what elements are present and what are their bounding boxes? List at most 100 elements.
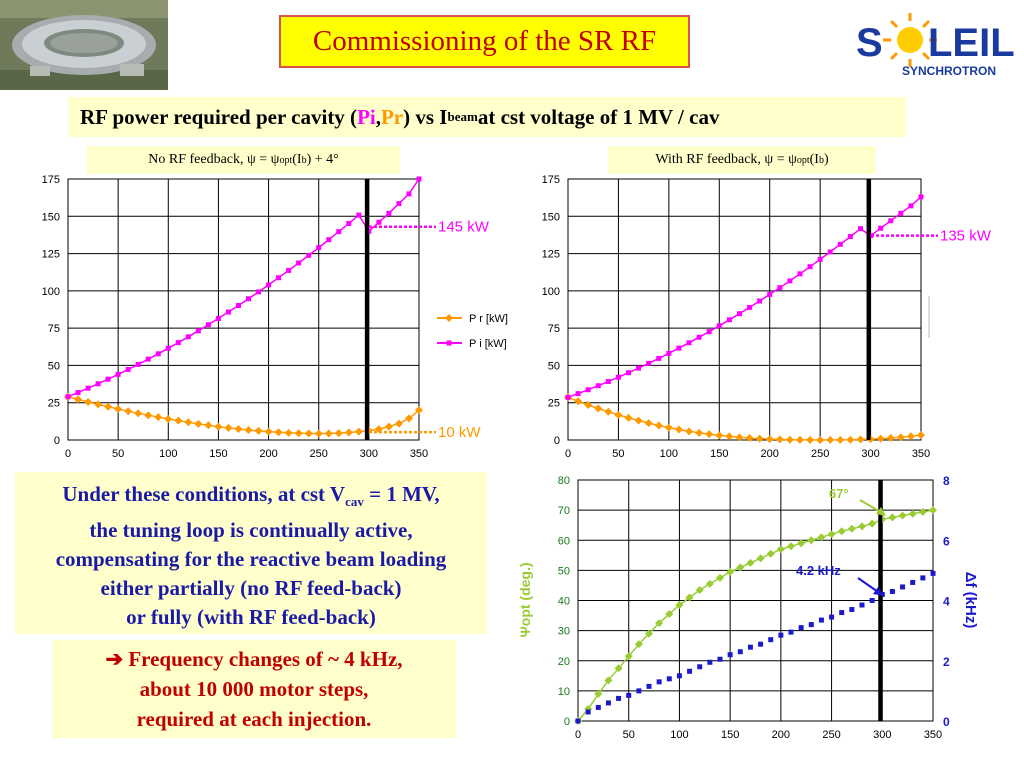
data-point xyxy=(314,429,323,438)
data-point xyxy=(204,421,213,430)
arrow-icon: ➔ xyxy=(105,647,124,671)
data-point xyxy=(125,366,131,372)
data-point xyxy=(616,695,622,701)
annotation-arrowhead xyxy=(873,587,884,596)
data-point xyxy=(837,527,846,536)
data-point xyxy=(286,267,292,273)
data-point xyxy=(716,573,724,582)
data-point xyxy=(816,436,825,444)
data-point xyxy=(836,435,845,444)
data-point xyxy=(334,429,343,438)
caption-text: No RF feedback, ψ = ψ xyxy=(148,152,280,167)
x-tick-label: 300 xyxy=(360,448,378,460)
data-point xyxy=(75,390,81,396)
data-point xyxy=(304,429,313,438)
data-point xyxy=(846,435,855,444)
note-text: compensating for the reactive beam loadi… xyxy=(55,547,447,572)
note-tuning-loop: Under these conditions, at cst Vcav = 1 … xyxy=(15,472,487,634)
data-point xyxy=(95,381,101,387)
y2-tick-label: 4 xyxy=(943,595,950,609)
data-point xyxy=(898,511,907,520)
x-tick-label: 200 xyxy=(772,729,790,741)
caption-sub: opt xyxy=(796,154,810,166)
note-text: Frequency changes of ~ 4 kHz, xyxy=(123,647,403,671)
y-tick-label: 50 xyxy=(48,360,60,372)
data-point xyxy=(666,350,672,356)
data-point xyxy=(746,558,755,567)
data-point xyxy=(788,629,794,635)
x-tick-label: 0 xyxy=(575,729,581,741)
divider xyxy=(928,296,930,338)
data-point xyxy=(575,391,581,397)
x-tick-label: 100 xyxy=(159,448,177,460)
data-point xyxy=(194,419,203,428)
legend-label: P i [kW] xyxy=(469,338,507,350)
y-tick-label: 75 xyxy=(548,323,560,335)
note-text: = 1 MV, xyxy=(363,482,440,506)
caption-text: With RF feedback, ψ = ψ xyxy=(655,152,797,167)
data-point xyxy=(386,210,392,216)
data-point xyxy=(264,427,273,436)
data-point xyxy=(84,397,93,406)
note-text: the tuning loop is continually active, xyxy=(89,518,413,543)
data-point xyxy=(917,431,925,440)
data-point xyxy=(695,428,704,437)
data-point xyxy=(235,302,241,308)
data-point xyxy=(785,435,794,444)
data-point xyxy=(104,402,113,411)
data-point xyxy=(584,400,593,409)
data-point xyxy=(254,426,263,435)
y-tick-label: 150 xyxy=(42,211,60,223)
data-point xyxy=(665,610,674,619)
data-point xyxy=(114,404,123,413)
svg-text:LEIL: LEIL xyxy=(928,21,1015,65)
data-point xyxy=(920,575,926,581)
legend-label: P r [kW] xyxy=(469,313,508,325)
x-tick-label: 350 xyxy=(912,448,930,460)
chart-1: 0 25 50 75 100 125 150 175 0 50 100 150 200 250 300 350… xyxy=(42,174,508,460)
data-point xyxy=(747,304,753,310)
data-point xyxy=(366,228,372,234)
data-point xyxy=(717,656,723,662)
data-point xyxy=(354,427,363,436)
data-point xyxy=(847,524,856,533)
caption-sub: b xyxy=(818,154,824,166)
data-point xyxy=(636,365,642,371)
data-point xyxy=(384,422,393,431)
data-point xyxy=(244,426,253,435)
data-point xyxy=(266,282,272,288)
data-point xyxy=(898,210,904,216)
data-point xyxy=(856,435,865,444)
data-point xyxy=(294,429,303,438)
data-point xyxy=(666,676,672,682)
data-point xyxy=(74,395,83,404)
data-point xyxy=(406,191,412,197)
data-point xyxy=(94,400,103,409)
x-tick-label: 50 xyxy=(112,448,124,460)
note-text: or fully (with RF feed-back) xyxy=(126,605,376,630)
data-point xyxy=(246,296,252,302)
data-point xyxy=(344,428,353,437)
data-point xyxy=(775,435,784,444)
data-point xyxy=(155,351,161,357)
data-point xyxy=(930,570,936,576)
data-point xyxy=(65,394,71,400)
data-point xyxy=(644,419,653,428)
data-point xyxy=(726,317,732,323)
data-point xyxy=(394,419,403,428)
data-point xyxy=(778,632,784,638)
data-point xyxy=(626,692,632,698)
data-point xyxy=(415,406,423,415)
data-point xyxy=(595,704,601,710)
data-point xyxy=(787,542,795,551)
data-point xyxy=(705,579,714,588)
x-tick-label: 0 xyxy=(65,448,71,460)
data-point xyxy=(135,361,141,367)
subtitle-sub: beam xyxy=(447,109,478,124)
y-tick-label: 10 xyxy=(558,686,570,698)
data-point xyxy=(646,683,652,689)
svg-text:S: S xyxy=(856,21,883,65)
data-point xyxy=(396,201,402,207)
data-point xyxy=(726,567,735,576)
